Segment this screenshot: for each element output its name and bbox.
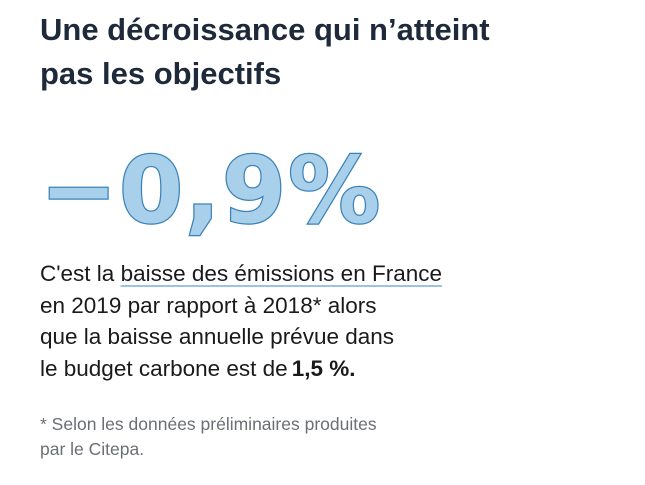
explanation-part-4: le budget carbone est de [40,355,288,381]
headline-line-1: Une décroissance qui n’atteint [40,12,490,47]
highlighted-phrase: baisse des émissions en France [120,261,442,286]
footnote: * Selon les données préliminaires produi… [40,412,600,462]
key-figure-value: −0,9% [40,140,382,244]
explanation-text: C'est la baisse des émissions en France … [40,258,600,384]
footnote-line-2: par le Citepa. [40,439,145,459]
footnote-line-1: * Selon les données préliminaires produi… [40,414,377,434]
key-figure-graphic: −0,9% [40,140,382,245]
headline-line-2: pas les objectifs [40,56,282,91]
target-value: 1,5 %. [291,355,356,381]
explanation-part-2: en 2019 par rapport à 2018* alors [40,292,377,318]
explanation-part-1: C'est la [40,261,121,286]
headline: Une décroissance qui n’atteint pas les o… [40,8,620,96]
key-figure: −0,9% [40,140,460,250]
explanation-part-3: que la baisse annuelle prévue dans [40,324,395,349]
